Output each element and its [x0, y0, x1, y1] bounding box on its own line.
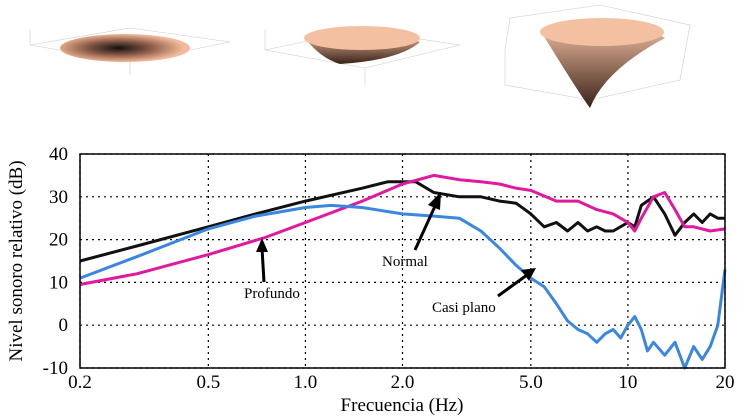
y-tick-label: 10: [49, 272, 68, 293]
x-axis-label: Frecuencia (Hz): [341, 395, 464, 416]
x-tick-label: 1.0: [294, 372, 318, 393]
x-tick-label: 20: [716, 372, 735, 393]
plot-frame: [79, 153, 726, 369]
y-tick-label: 30: [49, 187, 68, 208]
x-tick-label: 5.0: [519, 372, 543, 393]
annotation: Normal: [382, 254, 428, 270]
x-tick-label: 0.2: [68, 372, 92, 393]
x-tick-label: 2.0: [391, 372, 415, 393]
series-line: [79, 180, 725, 263]
y-tick-label: 20: [49, 230, 68, 251]
y-tick-label: 0: [59, 315, 69, 336]
annotations: [256, 192, 536, 298]
series-line: [79, 173, 726, 286]
series-line: [79, 203, 727, 370]
x-tick-label: 0.5: [196, 372, 220, 393]
x-tick-label: 10: [618, 372, 637, 393]
y-axis-label: Nivel sonoro relativo (dB): [6, 160, 27, 361]
y-tick-label: 40: [49, 144, 68, 165]
y-tick-label: -10: [43, 358, 68, 379]
annotation: Casi plano: [432, 300, 496, 316]
surface-images: [29, 4, 691, 108]
annotation: Profundo: [244, 286, 300, 302]
